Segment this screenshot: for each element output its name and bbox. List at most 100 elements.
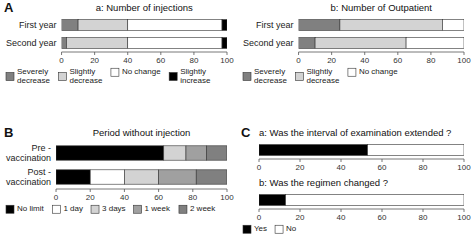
legend: No limit1 day3 days1 week2 week — [6, 204, 216, 213]
x-tick-label: 100 — [457, 163, 471, 172]
title: b: Number of Outpatient — [331, 2, 433, 13]
x-axis — [62, 52, 227, 53]
panel: First year Second year b: Number of Outpat… — [243, 2, 471, 85]
legend-label-line: decrease — [69, 76, 102, 85]
x-tick-label: 80 — [426, 56, 435, 65]
x-tick-label: 0 — [296, 56, 301, 65]
x-axis — [299, 52, 464, 53]
x-tick-label: 40 — [360, 56, 369, 65]
category-label-line: First year — [256, 20, 294, 30]
x-tick-label: 100 — [220, 193, 234, 202]
bar-segment — [62, 38, 67, 49]
x-tick-label: 40 — [337, 213, 346, 222]
category-label: First year — [256, 20, 294, 30]
bar-segment — [259, 145, 368, 156]
x-tick — [56, 189, 57, 192]
panel: b: Was the regimen changed ?020406080100… — [243, 177, 471, 233]
legend-label-line: No — [286, 224, 297, 233]
panel-label: C — [241, 125, 251, 140]
bar-segment — [206, 146, 227, 160]
legend-label: No — [286, 224, 297, 233]
x-tick-label: 20 — [327, 56, 336, 65]
bar-segment — [299, 38, 316, 49]
legend-label-line: No change — [359, 67, 398, 76]
x-tick-label: 0 — [54, 193, 59, 202]
legend-item: No change — [111, 67, 161, 76]
legend-item: 2 week — [179, 204, 216, 213]
x-axis — [259, 209, 464, 210]
legend-swatch — [91, 205, 99, 213]
panel-label: B — [4, 125, 13, 140]
x-tick — [124, 189, 125, 192]
legend-swatch — [243, 73, 251, 81]
legend-label: Slightlyincrease — [180, 67, 211, 85]
legend-label-line: 3 days — [102, 204, 126, 213]
bar-segment — [442, 20, 464, 31]
x-tick — [464, 209, 465, 212]
legend-label: Severelydecrease — [254, 67, 287, 85]
category-label-line: First year — [19, 20, 57, 30]
legend-label: Severelydecrease — [17, 67, 50, 85]
legend-label-line: increase — [180, 76, 211, 85]
bar-segment — [128, 38, 222, 49]
panel: BPre -vaccinationPost -vaccinationPeriod… — [4, 125, 234, 213]
x-tick — [423, 159, 424, 162]
legend-item: Severelydecrease — [243, 67, 287, 85]
legend-swatch — [111, 68, 119, 76]
legend-item: No — [275, 224, 297, 233]
bar-segment — [406, 38, 464, 49]
x-tick — [464, 52, 465, 55]
x-tick-label: 60 — [378, 163, 387, 172]
category-label: Second year — [243, 38, 294, 48]
x-tick — [94, 52, 95, 55]
bar-segment — [90, 170, 124, 184]
bar-segment — [128, 20, 222, 31]
category-label-line: Second year — [243, 38, 294, 48]
x-tick — [227, 52, 228, 55]
x-tick-label: 60 — [393, 56, 402, 65]
legend-item: No limit — [6, 204, 44, 213]
legend-item: Severelydecrease — [6, 67, 50, 85]
x-axis — [56, 189, 227, 190]
legend-label-line: decrease — [17, 76, 50, 85]
legend-label-line: No limit — [17, 204, 44, 213]
bar-segment — [196, 170, 227, 184]
x-tick-label: 0 — [257, 213, 262, 222]
bars — [259, 195, 464, 206]
x-tick — [341, 159, 342, 162]
x-axis — [259, 159, 464, 160]
bar-segment — [222, 38, 227, 49]
x-tick — [259, 159, 260, 162]
legend-item: No change — [348, 67, 398, 76]
legend-item: 3 days — [91, 204, 126, 213]
bar-segment — [286, 195, 464, 206]
bar-segment — [78, 20, 128, 31]
bar-segment — [315, 38, 406, 49]
legend-swatch — [179, 205, 187, 213]
panel: AFirst yearSecond yeara: Number of injec… — [4, 0, 234, 85]
x-tick — [300, 159, 301, 162]
x-tick — [90, 189, 91, 192]
x-tick-label: 60 — [154, 193, 163, 202]
legend-label: No limit — [17, 204, 44, 213]
legend-label: Slightlydecrease — [306, 67, 339, 85]
x-tick — [158, 189, 159, 192]
legend-swatch — [52, 205, 60, 213]
title: b: Was the regimen changed ? — [259, 177, 388, 188]
x-tick — [160, 52, 161, 55]
x-tick — [397, 52, 398, 55]
legend-swatch — [134, 205, 142, 213]
title: a: Number of injections — [96, 2, 193, 13]
legend-item: Slightlydecrease — [58, 67, 102, 85]
legend-swatch — [169, 73, 177, 81]
legend-label-line: No change — [122, 67, 161, 76]
legend-swatch — [58, 73, 66, 81]
x-tick-label: 40 — [120, 193, 129, 202]
x-tick-label: 80 — [419, 213, 428, 222]
title: Period without injection — [93, 127, 191, 138]
legend: Severelydecrease Slightlydecrease No chang… — [6, 67, 211, 85]
x-tick-label: 100 — [457, 56, 471, 65]
x-tick-label: 0 — [59, 56, 64, 65]
x-tick-label: 80 — [419, 163, 428, 172]
x-tick — [193, 52, 194, 55]
